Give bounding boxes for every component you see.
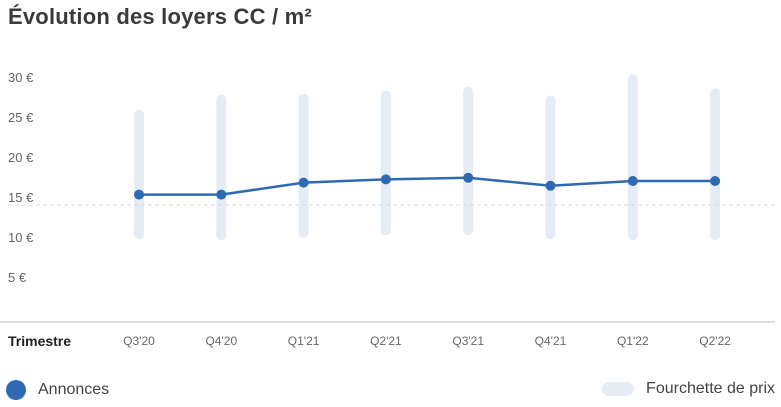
x-tick-label: Q1'22 <box>617 334 649 348</box>
annonces-point <box>134 189 144 200</box>
price-range-bars <box>134 74 721 241</box>
annonces-point <box>710 176 721 186</box>
x-tick-label: Q1'21 <box>288 334 320 348</box>
price-range-bar <box>463 86 474 236</box>
annonces-line <box>139 176 716 196</box>
price-range-bar <box>380 90 391 236</box>
annonces-point <box>216 189 227 200</box>
x-axis: Trimestre Q3'20 Q4'20 Q1'21 Q2'21 Q3'21 Q4'21 Q… <box>0 321 775 349</box>
annonces-point <box>380 174 391 185</box>
price-range-bar <box>216 94 227 241</box>
x-tick-label: Q3'20 <box>123 334 155 348</box>
annonces-point <box>545 180 556 191</box>
rent-evolution-chart: 30 € 25 € 20 € 15 € 10 € 5 € Trimestre Q3'20 Q4… <box>0 70 775 349</box>
x-tick-label: Q4'21 <box>535 334 567 348</box>
legend-annonces-label: Annonces <box>38 381 110 398</box>
y-tick-label: 10 € <box>8 230 34 245</box>
annonces-point <box>463 172 474 183</box>
x-tick-label: Q2'22 <box>699 334 731 348</box>
x-tick-label: Q2'21 <box>370 334 402 348</box>
price-range-bar <box>134 109 144 240</box>
legend-range-swatch-icon <box>602 382 635 396</box>
x-tick-label: Q3'21 <box>452 334 484 348</box>
legend-annonces[interactable]: Annonces <box>6 380 109 400</box>
price-range-bar <box>298 93 309 238</box>
y-tick-label: 15 € <box>8 190 34 205</box>
y-tick-label: 20 € <box>8 150 34 165</box>
legend-price-range[interactable]: Fourchette de prix <box>602 380 775 398</box>
annonces-point <box>298 177 309 188</box>
price-range-bar <box>545 95 556 240</box>
y-tick-label: 30 € <box>8 70 34 85</box>
legend-dot-icon <box>6 380 26 400</box>
y-tick-label: 5 € <box>8 270 27 285</box>
legend-range-label: Fourchette de prix <box>646 380 775 397</box>
x-tick-label: Q4'20 <box>205 334 237 348</box>
annonces-series <box>134 172 721 200</box>
annonces-point <box>627 176 638 186</box>
y-tick-label: 25 € <box>8 110 34 125</box>
price-range-bar <box>627 74 638 241</box>
price-range-bar <box>710 88 721 241</box>
x-axis-title: Trimestre <box>8 333 71 349</box>
chart-title: Évolution des loyers CC / m² <box>8 4 312 29</box>
y-axis-ticks: 30 € 25 € 20 € 15 € 10 € 5 € <box>8 70 34 285</box>
